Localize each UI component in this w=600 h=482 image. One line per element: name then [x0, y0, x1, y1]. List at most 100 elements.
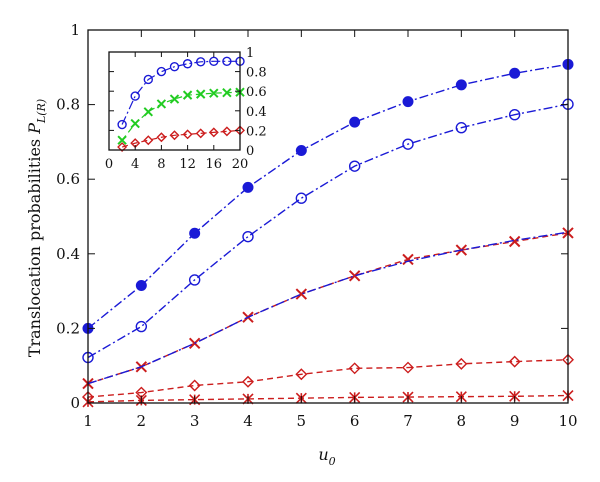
inset-x-tick-label-4: 12 [179, 157, 196, 172]
x-axis-title-main: u [318, 445, 328, 464]
inset-series-2-point-4 [156, 99, 167, 109]
y-axis-title-main: Translocation probabilities [25, 134, 44, 357]
inset-series-2-point-8-shape [209, 88, 219, 98]
main-series-1-point-3-shape [189, 227, 201, 239]
main-x-tick-label-9: 9 [510, 412, 520, 430]
main-series-1-point-5 [295, 144, 307, 156]
main-frame [87, 29, 569, 404]
main-x-tick-label-7: 7 [403, 412, 413, 430]
inset-series-1-point-2 [130, 91, 140, 101]
main-series-1-point-9 [509, 67, 521, 79]
main-series-1-point-9-shape [509, 67, 521, 79]
inset-series-3-point-1-shape [117, 142, 128, 153]
main-series-3-point-9-shape [508, 235, 521, 248]
inset-series-1-point-7 [195, 57, 206, 67]
main-series-2-point-8-shape [455, 122, 468, 134]
inset-series-2-point-1-shape [117, 135, 127, 145]
main-series-5-point-7 [402, 361, 414, 374]
inset-series-3-point-3 [143, 135, 154, 146]
inset-series-2-point-7-shape [195, 89, 206, 99]
inset-series-3-point-8-shape [208, 127, 219, 138]
inset-y-tick-label-3: 0.4 [246, 105, 267, 120]
inset-series-3-point-9-shape [221, 126, 232, 137]
inset-background [109, 52, 240, 150]
inset-series-1-point-4-shape [156, 66, 167, 77]
main-series-5-point-9 [508, 355, 521, 368]
main-series-1-point-7-shape [402, 96, 414, 108]
main-series-5-point-5-shape [295, 368, 308, 381]
main-y-tick-label-5: 0.8 [56, 96, 80, 114]
inset-series-2-point-5 [169, 94, 180, 104]
main-series-1-point-3 [189, 227, 201, 239]
inset-y-tick-label-4: 0.6 [246, 85, 267, 100]
inset-series-3-point-7 [195, 128, 206, 139]
main-series-2-point-2-shape [135, 320, 148, 333]
main-x-tick-label-5: 5 [297, 412, 307, 430]
x-axis-title-sub: 0 [329, 455, 336, 468]
main-series-3-line [87, 232, 569, 385]
inset-series-3-point-5-shape [169, 130, 180, 141]
inset-series-3-point-4 [156, 132, 167, 143]
main-series-5-point-4 [242, 375, 254, 388]
inset-series-1-point-5 [169, 61, 180, 72]
inset-series-1-point-5-shape [169, 61, 180, 72]
inset-y-tick-label-5: 0.8 [246, 66, 267, 81]
inset-frame [108, 51, 241, 151]
inset-series-3-line [121, 129, 241, 148]
main-series-1-point-7 [402, 96, 414, 108]
main-series-1-point-5-shape [295, 144, 307, 156]
main-series-2-point-3-shape [188, 274, 201, 286]
main-series-5-point-6 [348, 362, 361, 375]
y-axis-title-symbol: P [25, 123, 44, 135]
inset-series-1-point-4 [156, 66, 167, 77]
main-series-2-point-9-shape [508, 108, 521, 121]
inset-series-3-point-1 [117, 142, 128, 153]
main-series-5-point-3-shape [188, 379, 201, 392]
main-series-5-point-8-shape [455, 357, 468, 370]
main-series-6-line [87, 394, 569, 403]
inset-series-2-point-4-shape [156, 99, 167, 109]
inset-series-2-point-9-shape [222, 87, 232, 98]
main-series-3-point-7-shape [402, 253, 414, 266]
main-series-3-point-6-shape [348, 270, 361, 282]
main-x-tick-label-1: 1 [83, 412, 93, 430]
main-x-tick-label-10: 10 [558, 412, 577, 430]
x-axis-title: u0 [318, 445, 335, 468]
main-x-tick-label-6: 6 [350, 412, 360, 430]
main-series-2-point-4 [242, 230, 254, 243]
main-series-5-point-6-shape [348, 362, 361, 375]
inset-series-1-point-3 [143, 74, 154, 85]
main-series-2-point-5-shape [295, 192, 308, 204]
main-series-2-point-3 [188, 274, 201, 286]
inset-series-3-point-9 [221, 126, 232, 137]
main-series-2-point-4-shape [242, 230, 254, 243]
inset-series-1-point-6-shape [182, 59, 193, 69]
main-y-tick-label-2: 0.2 [56, 319, 80, 337]
inset-series-2-point-2 [130, 118, 140, 129]
main-x-tick-label-4: 4 [243, 412, 253, 430]
y-axis-title: Translocation probabilities PL(R) [25, 99, 48, 357]
inset-series-2-point-8 [209, 88, 219, 98]
main-series-3-point-9 [508, 235, 521, 248]
inset-series-2-point-1 [117, 135, 127, 145]
main-series-2-point-7-shape [402, 138, 414, 150]
inset-series-3-point-4-shape [156, 132, 167, 143]
inset-series-2-point-6-shape [182, 90, 193, 100]
main-series-2-point-6-shape [348, 160, 361, 172]
inset-x-tick-label-5: 16 [206, 157, 223, 172]
main-series-1-point-8 [455, 79, 467, 91]
main-series-2-point-5 [295, 192, 308, 204]
main-series-1-point-4-shape [242, 181, 254, 193]
inset-series-3-point-3-shape [143, 135, 154, 146]
main-y-tick-label-3: 0.4 [56, 245, 80, 263]
main-series-5-point-3 [188, 379, 201, 392]
inset-series-1-point-8-shape [209, 56, 219, 67]
main-series-5-point-5 [295, 368, 308, 381]
inset-series-3-point-6-shape [182, 129, 193, 140]
main-series-5-point-9-shape [508, 355, 521, 368]
main-x-tick-label-3: 3 [190, 412, 200, 430]
main-series-2-point-9 [508, 108, 521, 121]
